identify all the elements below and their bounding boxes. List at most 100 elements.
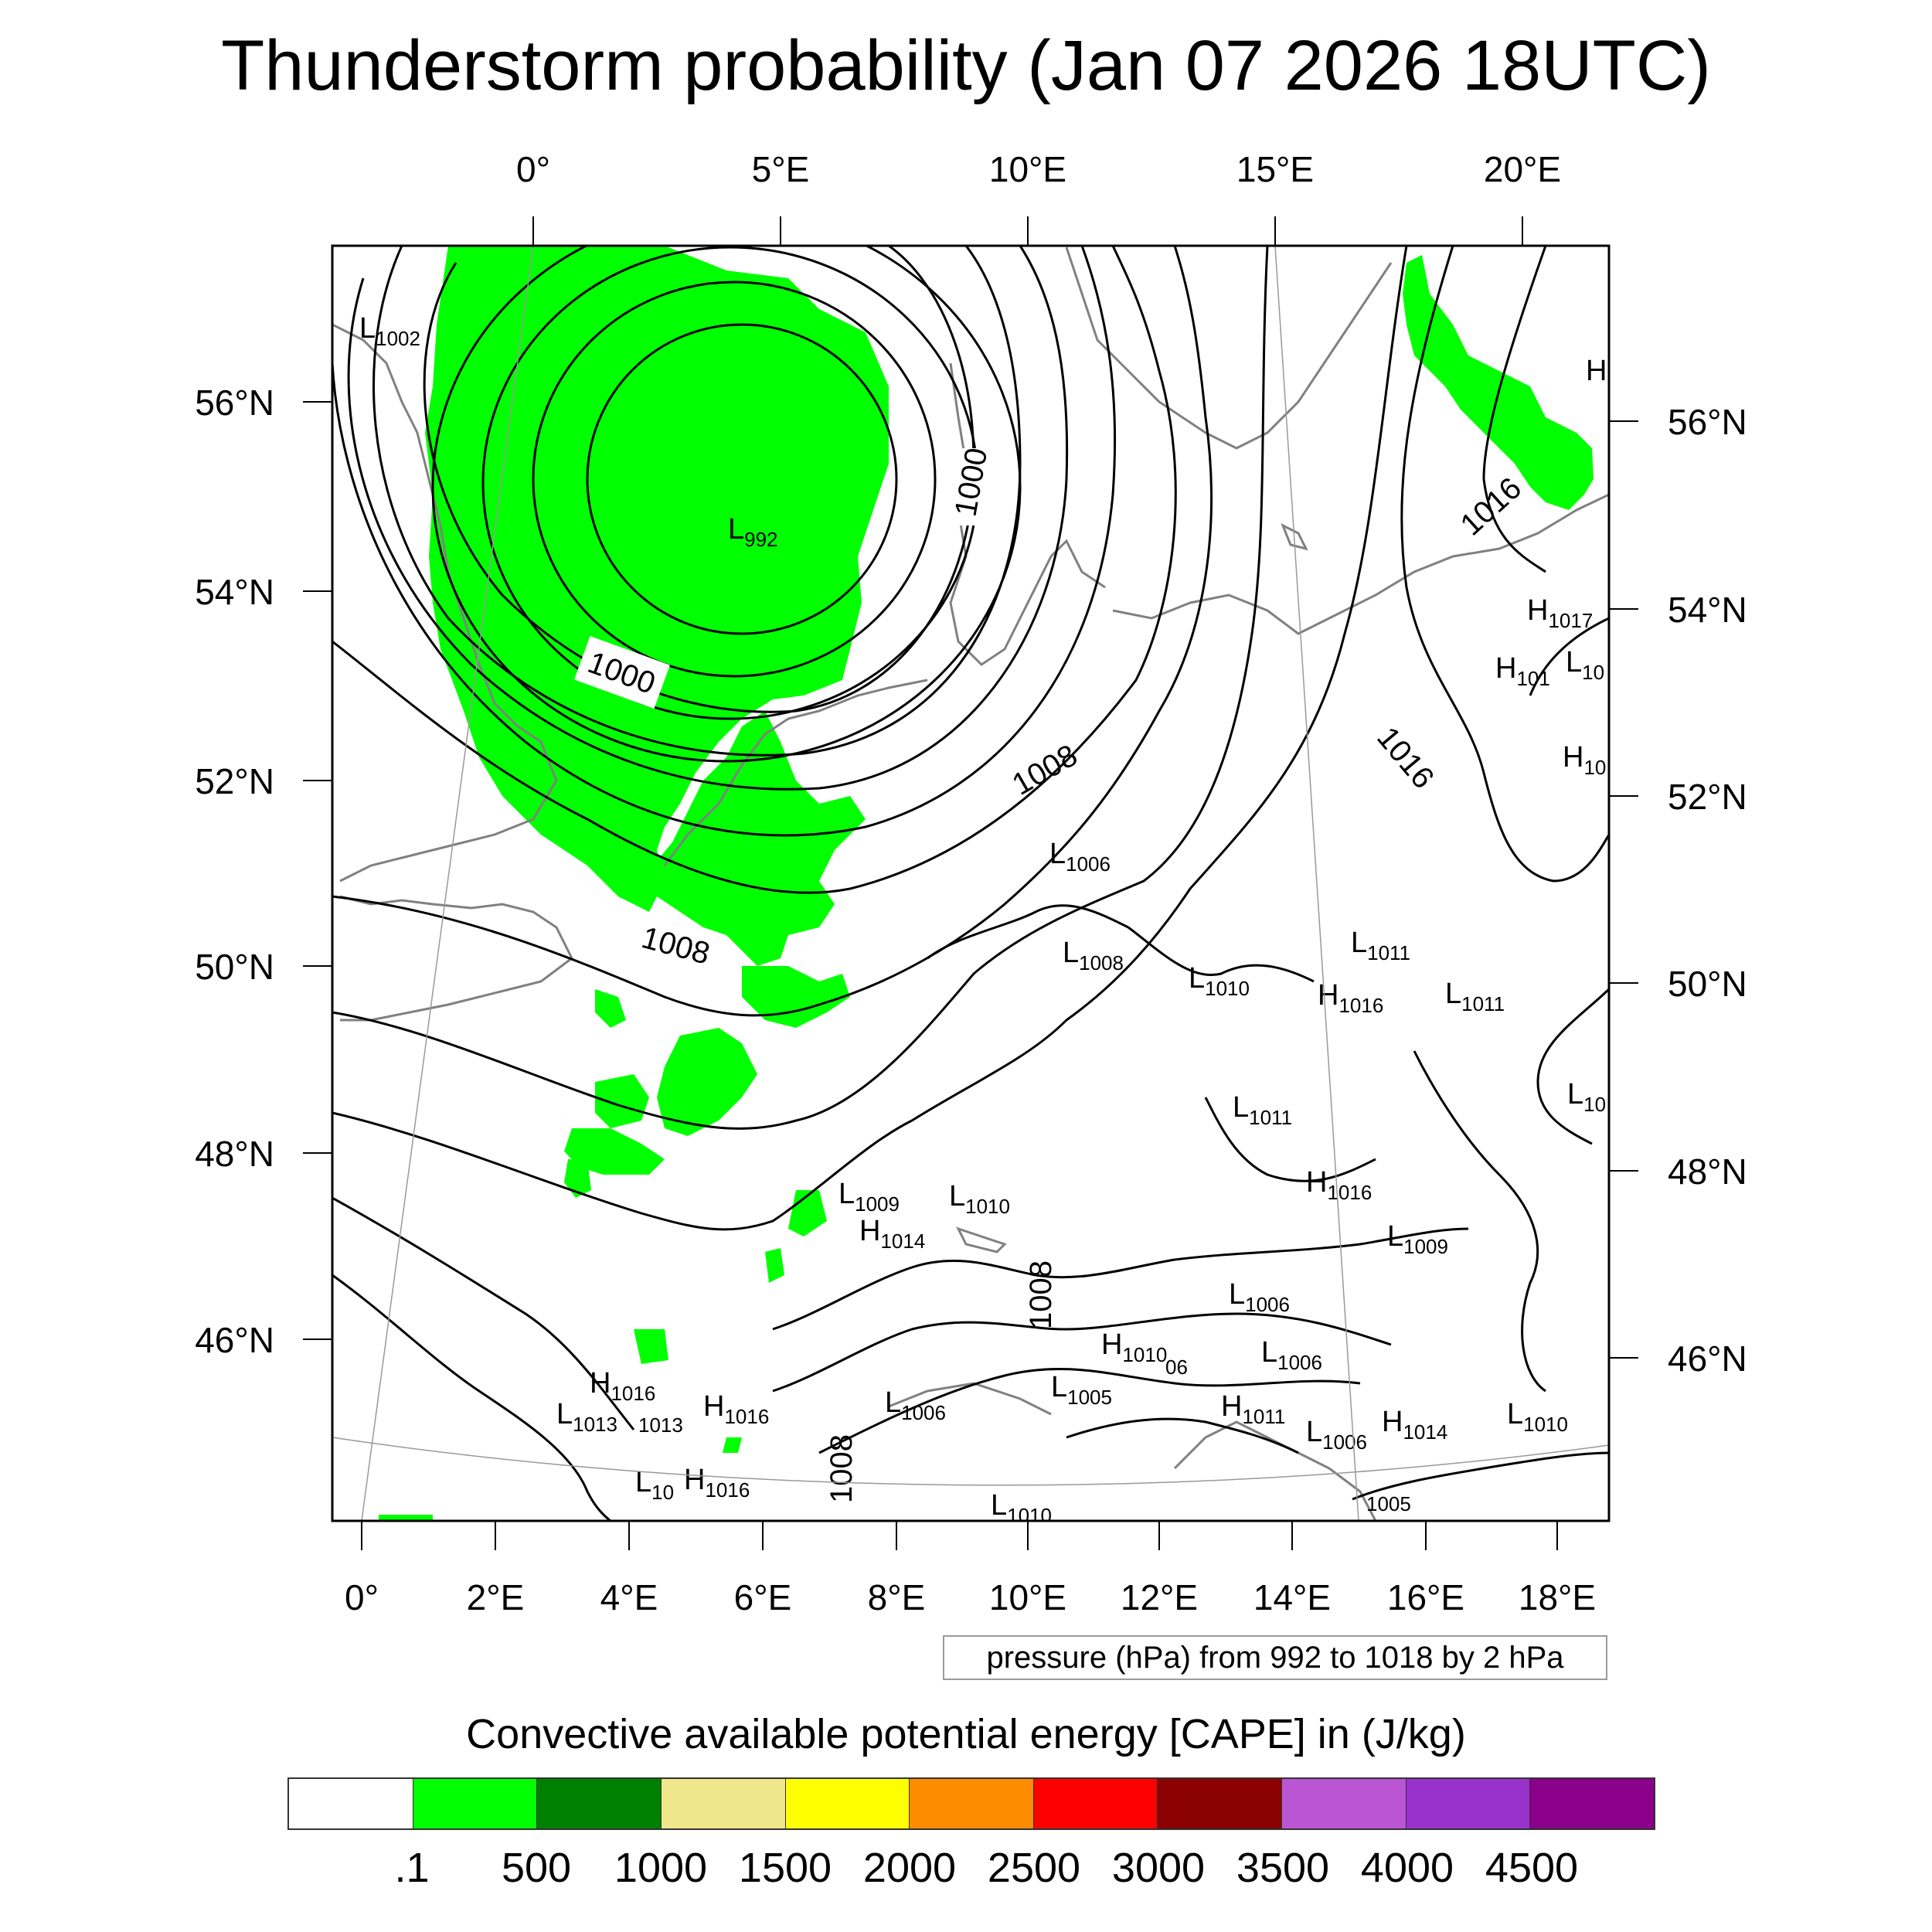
cape-area-belgium	[742, 966, 850, 1028]
isobar-1004	[347, 246, 1069, 791]
isobar-1002	[372, 246, 1022, 757]
isobar-alps-1	[772, 1227, 1469, 1331]
pressure-center-label: H1016	[1318, 979, 1383, 1017]
bottom-lon-labels: 0° 2°E 4°E 6°E 8°E 10°E 12°E 14°E 16°E 1…	[345, 1577, 1596, 1617]
isobar-value-label: 1008	[638, 920, 713, 971]
right-lat-labels: 56°N 54°N 52°N 50°N 48°N 46°N	[1668, 402, 1747, 1379]
pressure-center-label: H1017	[1527, 594, 1593, 632]
isobar-1006	[332, 246, 1117, 837]
colorbar-tick-label: 2000	[862, 1845, 957, 1891]
cape-area-france-south	[634, 1329, 668, 1364]
meridian-0	[361, 245, 534, 1522]
isobar-south	[332, 1274, 611, 1521]
pressure-center-label: L1011	[1233, 1091, 1292, 1129]
isobar-alps-2	[772, 1312, 1392, 1393]
colorbar-swatch	[785, 1779, 910, 1828]
lon-label-top: 20°E	[1484, 149, 1561, 189]
pressure-center-label: H1014	[1382, 1406, 1447, 1444]
graticule	[332, 245, 1610, 1522]
coastline-channel	[339, 895, 573, 1022]
lon-label-bottom: 16°E	[1387, 1577, 1464, 1617]
colorbar-swatch	[537, 1779, 662, 1828]
pressure-center-label: L1006	[1306, 1416, 1367, 1454]
colorbar-swatch	[289, 1779, 413, 1828]
stray-contour-label: 1013	[638, 1413, 683, 1437]
meridian-15e	[1274, 245, 1359, 1522]
lat-label-left: 54°N	[195, 572, 274, 612]
isobar-1016	[1400, 246, 1609, 883]
isobar-value-label: 1008	[1024, 1260, 1058, 1329]
isobar-lowgrad-2	[1204, 1097, 1376, 1182]
cape-area-alps-west-2	[765, 1248, 784, 1283]
pressure-center-label: H1010	[1101, 1328, 1167, 1366]
pressure-center-label: H1016	[703, 1390, 769, 1428]
lon-label-bottom: 6°E	[734, 1577, 792, 1617]
isobar-adriatic-s	[1352, 1451, 1609, 1501]
colorbar-swatch	[1406, 1779, 1531, 1828]
colorbar-title: Convective available potential energy [C…	[466, 1711, 1466, 1757]
isobar-1008	[332, 246, 1177, 894]
pressure-center-label: H1016	[684, 1464, 750, 1502]
pressure-center-label: L1013	[556, 1398, 617, 1436]
cape-area-france-4	[564, 1128, 665, 1175]
isobar-1000	[423, 246, 975, 713]
colorbar-swatch	[1282, 1779, 1406, 1828]
pressure-centers: L1002 L992 H H1017 H101 L10 H10 L1006 L1…	[359, 312, 1607, 1527]
pressure-center-label: H1016	[1306, 1166, 1372, 1204]
cape-areas	[379, 246, 1594, 1521]
colorbar-tick-label: 1500	[738, 1845, 832, 1891]
pressure-center-label: L992	[728, 513, 778, 551]
lon-label-bottom: 8°E	[868, 1577, 926, 1617]
lat-label-left: 52°N	[195, 761, 274, 801]
cape-area-north-sea-low	[425, 246, 889, 912]
isobars	[332, 246, 1609, 1521]
contour-info-box: pressure (hPa) from 992 to 1018 by 2 hPa	[943, 1635, 1607, 1680]
pressure-center-label: L1006	[1261, 1336, 1322, 1374]
lat-label-right: 52°N	[1668, 777, 1747, 817]
lat-label-left: 56°N	[195, 383, 274, 423]
lon-label-bottom: 12°E	[1121, 1577, 1198, 1617]
isobar-1010	[332, 246, 1269, 1130]
pressure-center-label: L1006	[1049, 838, 1111, 876]
isobar-1018	[1529, 617, 1609, 696]
pressure-center-label: L1006	[885, 1386, 946, 1424]
colorbar-swatch	[661, 1779, 786, 1828]
lon-label-bottom: 2°E	[467, 1577, 525, 1617]
pressure-center-label: H10	[1563, 741, 1606, 779]
coastline-britain	[332, 323, 558, 883]
pressure-center-label: H1011	[1221, 1390, 1285, 1428]
isobar-992	[586, 323, 898, 635]
cape-area-benelux	[653, 711, 866, 966]
cape-area-france-1	[595, 989, 626, 1028]
lon-label-top: 10°E	[989, 149, 1066, 189]
colorbar-tick-label: .1	[394, 1845, 430, 1891]
parallel-45n	[332, 1437, 1610, 1486]
lon-label-bottom: 14°E	[1253, 1577, 1331, 1617]
colorbar-tick-label: 3000	[1111, 1845, 1206, 1891]
cape-area-alps-west	[788, 1190, 827, 1236]
isobar-994	[532, 281, 937, 678]
isobar-hungary	[1413, 1050, 1546, 1393]
lon-label-bottom: 0°	[345, 1577, 379, 1617]
lake-gotland	[1281, 522, 1308, 551]
pressure-center-label: L1010	[1507, 1398, 1568, 1436]
coastline-low-countries	[663, 679, 928, 866]
pressure-center-label: H101	[1495, 652, 1550, 690]
isobar-value-label: 1008	[825, 1434, 859, 1503]
colorbar-swatch	[1033, 1779, 1158, 1828]
lat-label-right: 50°N	[1668, 964, 1747, 1004]
lon-label-bottom: 10°E	[989, 1577, 1066, 1617]
pressure-center-label: L10	[1567, 1078, 1606, 1116]
lat-label-right: 56°N	[1668, 402, 1747, 442]
isobar-carpathian	[1536, 988, 1609, 1145]
pressure-center-label: L1010	[991, 1489, 1052, 1527]
lon-label-top: 0°	[516, 149, 550, 189]
pressure-center-label: L1006	[1229, 1278, 1290, 1316]
map-frame	[331, 244, 1611, 1522]
lon-label-top: 15°E	[1236, 149, 1314, 189]
left-lat-labels: 56°N 54°N 52°N 50°N 48°N 46°N	[195, 383, 274, 1360]
isobar-lowgrad-1	[927, 904, 1315, 983]
cape-area-france-3	[595, 1074, 649, 1128]
lat-label-right: 46°N	[1668, 1338, 1747, 1379]
